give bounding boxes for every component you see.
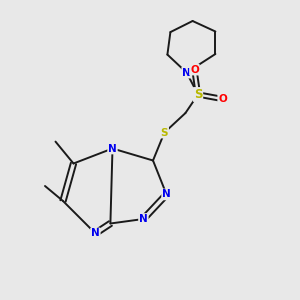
Text: N: N xyxy=(162,189,171,200)
Text: N: N xyxy=(108,143,117,154)
Text: O: O xyxy=(218,94,227,104)
Text: S: S xyxy=(161,128,168,138)
Text: S: S xyxy=(194,88,202,101)
Text: N: N xyxy=(139,214,148,224)
Text: N: N xyxy=(91,228,100,239)
Text: N: N xyxy=(182,68,191,78)
Text: O: O xyxy=(190,64,199,75)
